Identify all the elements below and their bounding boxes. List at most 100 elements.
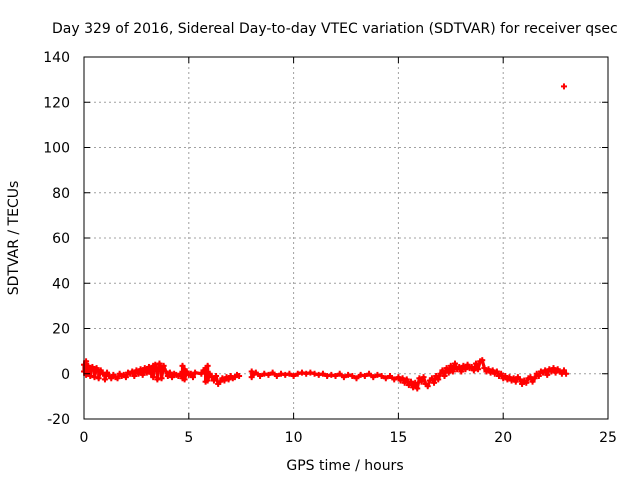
data-point bbox=[160, 362, 167, 369]
data-point bbox=[141, 365, 148, 372]
data-point bbox=[324, 373, 331, 380]
data-point bbox=[479, 357, 486, 364]
data-point bbox=[91, 374, 98, 381]
data-point bbox=[353, 375, 360, 382]
x-tick-label: 20 bbox=[494, 430, 512, 446]
data-point bbox=[236, 373, 243, 380]
data-point bbox=[95, 375, 102, 382]
y-tick-label: 120 bbox=[43, 95, 70, 111]
data-point bbox=[516, 376, 523, 383]
data-point bbox=[418, 378, 425, 385]
data-point bbox=[523, 379, 530, 386]
y-tick-label: 60 bbox=[52, 231, 70, 247]
data-point bbox=[298, 369, 305, 376]
data-point bbox=[544, 371, 551, 378]
data-point bbox=[315, 371, 322, 378]
data-point bbox=[563, 370, 570, 377]
data-point bbox=[150, 374, 157, 381]
data-point bbox=[179, 362, 186, 369]
data-points bbox=[81, 83, 570, 392]
data-point bbox=[328, 371, 335, 378]
data-point bbox=[278, 370, 285, 377]
data-point bbox=[502, 373, 509, 380]
data-point bbox=[248, 374, 255, 381]
data-point bbox=[560, 367, 567, 374]
tick-labels: 0 5 10 15 20 25 -20 0 20 40 60 80 100 120 140 bbox=[43, 50, 617, 446]
data-point bbox=[183, 368, 190, 375]
data-point bbox=[468, 363, 475, 370]
data-point bbox=[366, 370, 373, 377]
data-point bbox=[485, 366, 492, 373]
data-point bbox=[416, 375, 423, 382]
data-point bbox=[512, 378, 519, 385]
data-point bbox=[265, 371, 272, 378]
data-point bbox=[420, 374, 427, 381]
data-point bbox=[472, 360, 479, 367]
data-point bbox=[374, 371, 381, 378]
data-point bbox=[225, 376, 232, 383]
data-point bbox=[391, 376, 398, 383]
x-axis-label: GPS time / hours bbox=[286, 458, 403, 474]
y-axis-label: SDTVAR / TECUs bbox=[6, 181, 22, 296]
data-point bbox=[252, 369, 259, 376]
data-point bbox=[164, 373, 171, 380]
data-point bbox=[158, 366, 165, 373]
data-point bbox=[133, 367, 140, 374]
data-point bbox=[156, 360, 163, 367]
data-point bbox=[403, 376, 410, 383]
data-point bbox=[435, 376, 442, 383]
data-point bbox=[506, 374, 513, 381]
data-point bbox=[154, 368, 161, 375]
data-point bbox=[131, 373, 138, 380]
data-point bbox=[303, 370, 310, 377]
data-point bbox=[97, 367, 104, 374]
data-point bbox=[158, 375, 165, 382]
y-tick-label: -20 bbox=[47, 412, 70, 428]
data-point bbox=[378, 373, 385, 380]
data-point bbox=[307, 369, 314, 376]
data-point bbox=[187, 370, 194, 377]
data-point bbox=[169, 374, 176, 381]
ticks bbox=[83, 56, 609, 420]
data-point bbox=[137, 366, 144, 373]
data-point bbox=[382, 375, 389, 382]
data-point bbox=[401, 379, 408, 386]
data-point bbox=[181, 376, 188, 383]
data-point bbox=[319, 370, 326, 377]
data-point bbox=[114, 375, 121, 382]
data-point bbox=[498, 370, 505, 377]
data-point bbox=[460, 362, 467, 369]
data-point bbox=[489, 367, 496, 374]
data-point bbox=[443, 365, 450, 372]
data-point bbox=[441, 373, 448, 380]
data-point bbox=[475, 366, 482, 373]
data-point bbox=[470, 367, 477, 374]
data-point bbox=[458, 368, 465, 375]
data-point bbox=[412, 379, 419, 386]
data-point bbox=[560, 83, 567, 90]
data-point bbox=[345, 371, 352, 378]
data-point bbox=[552, 369, 559, 376]
data-point bbox=[282, 371, 289, 378]
data-point bbox=[213, 373, 220, 380]
data-point bbox=[527, 374, 534, 381]
data-point bbox=[206, 370, 213, 377]
data-point bbox=[340, 374, 347, 381]
data-point bbox=[550, 365, 557, 372]
data-point bbox=[204, 377, 211, 384]
data-point bbox=[104, 369, 111, 376]
x-tick-label: 25 bbox=[599, 430, 617, 446]
data-point bbox=[189, 374, 196, 381]
data-point bbox=[261, 370, 268, 377]
grid bbox=[84, 57, 608, 419]
data-point bbox=[217, 378, 224, 385]
data-point bbox=[449, 368, 456, 375]
y-tick-label: 0 bbox=[61, 367, 70, 383]
data-point bbox=[464, 361, 471, 368]
data-point bbox=[286, 370, 293, 377]
data-point bbox=[257, 373, 264, 380]
data-point bbox=[445, 369, 452, 376]
data-point bbox=[204, 362, 211, 369]
data-point bbox=[192, 369, 199, 376]
